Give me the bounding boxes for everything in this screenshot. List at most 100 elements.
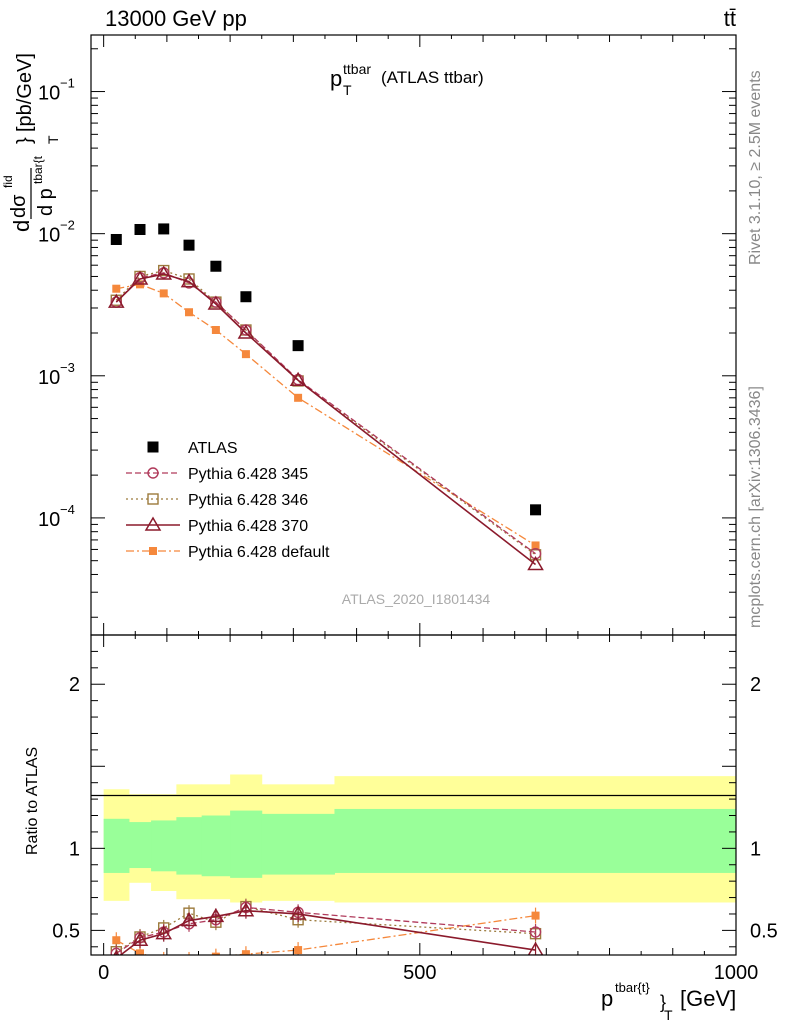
ratio-tick-label-right: 0.5 bbox=[750, 920, 778, 942]
point-atlas bbox=[240, 291, 252, 303]
ratio-line-p346 bbox=[115, 905, 536, 953]
y-tick-base: 10 bbox=[38, 367, 60, 389]
legend-marker-data bbox=[147, 441, 159, 453]
ratio-point-default bbox=[241, 950, 250, 955]
point-atlas bbox=[183, 239, 195, 251]
ratio-point-p370 bbox=[207, 907, 225, 923]
line-default bbox=[116, 283, 536, 547]
ylabel-T: T bbox=[45, 135, 61, 144]
ratio-y-label: Ratio to ATLAS bbox=[24, 747, 41, 855]
point-atlas bbox=[292, 340, 304, 352]
ratio-point-p370 bbox=[527, 941, 544, 955]
legend-label-p345: Pythia 6.428 345 bbox=[188, 466, 308, 483]
point-default bbox=[531, 541, 540, 550]
y-tick-label: 10 −1 bbox=[38, 76, 75, 105]
title-sup: ttbar bbox=[343, 61, 371, 77]
point-p370 bbox=[180, 273, 198, 288]
legend-marker-p346 bbox=[147, 493, 159, 505]
point-p370 bbox=[131, 270, 149, 285]
plot-title: p ttbar T (ATLAS ttbar) bbox=[330, 61, 484, 98]
analysis-watermark: ATLAS_2020_I1801434 bbox=[342, 591, 491, 607]
y-tick-base: 10 bbox=[38, 83, 60, 105]
point-default bbox=[112, 284, 121, 293]
ratio-tick-label-left: 1 bbox=[69, 838, 80, 860]
ylabel-fid: fid bbox=[1, 175, 15, 188]
ratio-line-default bbox=[115, 914, 536, 955]
y-tick-base: 10 bbox=[38, 509, 60, 531]
band-inner bbox=[103, 818, 130, 873]
ratio-tick-label-left: 2 bbox=[69, 674, 80, 696]
y-tick-label: 10 −2 bbox=[38, 218, 75, 247]
band-inner bbox=[334, 808, 736, 873]
ratio-tick-label-left: 0.5 bbox=[52, 920, 80, 942]
point-default bbox=[211, 325, 220, 334]
ratio-point-p370 bbox=[237, 902, 255, 917]
ratio-point-default bbox=[160, 956, 168, 964]
ratio-line-p370 bbox=[119, 909, 536, 955]
band-inner bbox=[201, 815, 231, 877]
line-p345 bbox=[115, 272, 536, 555]
ylabel-dp: d p bbox=[35, 188, 57, 216]
ratio-point-p345 bbox=[529, 926, 542, 938]
beam-label: 13000 GeV pp bbox=[105, 6, 247, 31]
y-tick-base: 10 bbox=[38, 225, 60, 247]
ratio-point-default bbox=[531, 911, 540, 920]
xlabel-sup: tbar{t} bbox=[615, 980, 650, 995]
point-p370 bbox=[107, 293, 125, 308]
y-tick-exp: −1 bbox=[60, 76, 75, 91]
y-tick-exp: −4 bbox=[60, 502, 75, 517]
xlabel-close: } bbox=[660, 992, 666, 1012]
ratio-point-p370 bbox=[180, 912, 198, 927]
legend-label-data: ATLAS bbox=[188, 440, 238, 457]
title-sub: T bbox=[343, 82, 352, 98]
legend-label-default: Pythia 6.428 default bbox=[188, 544, 330, 561]
legend-marker-p345 bbox=[147, 467, 159, 479]
legend-label-p346: Pythia 6.428 346 bbox=[188, 492, 308, 509]
ylabel-unit: [pb/GeV] bbox=[14, 53, 36, 132]
x-tick-label: 500 bbox=[403, 962, 436, 984]
line-p370 bbox=[115, 273, 537, 566]
band-inner bbox=[230, 810, 263, 878]
y-tick-exp: −2 bbox=[60, 218, 75, 233]
title-rest: (ATLAS ttbar) bbox=[381, 68, 484, 87]
point-atlas bbox=[210, 260, 222, 272]
x-tick-label: 1000 bbox=[714, 962, 759, 984]
ratio-point-p370 bbox=[289, 905, 307, 920]
point-default bbox=[159, 289, 168, 298]
xlabel-rest: [GeV] bbox=[680, 986, 736, 1011]
point-atlas bbox=[158, 223, 170, 235]
point-default bbox=[185, 308, 194, 317]
legend-marker-default bbox=[149, 547, 157, 555]
legend-label-p370: Pythia 6.428 370 bbox=[188, 518, 308, 535]
point-default bbox=[294, 393, 303, 402]
y-axis-label: d dσ fid d p tbar{t } [pb/GeV] T bbox=[1, 53, 61, 232]
ylabel-d1: d bbox=[9, 220, 34, 232]
point-p370 bbox=[289, 371, 307, 387]
point-p370 bbox=[207, 295, 225, 310]
point-p370 bbox=[155, 265, 173, 280]
y-tick-exp: −3 bbox=[60, 360, 75, 375]
x-axis-label: p tbar{t} } T [GeV] bbox=[601, 980, 736, 1023]
ratio-point-p345 bbox=[110, 947, 122, 955]
ratio-tick-label-right: 1 bbox=[750, 838, 761, 860]
y-tick-label: 10 −3 bbox=[38, 360, 75, 389]
ylabel-sup: tbar{t bbox=[31, 155, 45, 184]
y-tick-label: 10 −4 bbox=[38, 502, 75, 531]
x-tick-label: 0 bbox=[98, 962, 109, 984]
band-inner bbox=[151, 820, 177, 872]
ratio-point-p370 bbox=[131, 931, 149, 946]
ratio-bands bbox=[103, 774, 736, 903]
ratio-point-default bbox=[211, 952, 220, 955]
ratio-point-default bbox=[294, 946, 303, 955]
ratio-frame bbox=[90, 634, 737, 956]
ratio-line-p345 bbox=[115, 906, 536, 954]
point-atlas bbox=[134, 223, 146, 235]
point-p370 bbox=[527, 556, 544, 571]
ratio-point-default bbox=[136, 949, 145, 955]
band-inner bbox=[261, 813, 335, 875]
point-atlas bbox=[530, 504, 542, 516]
point-atlas bbox=[110, 233, 122, 245]
main-panel bbox=[107, 223, 544, 571]
